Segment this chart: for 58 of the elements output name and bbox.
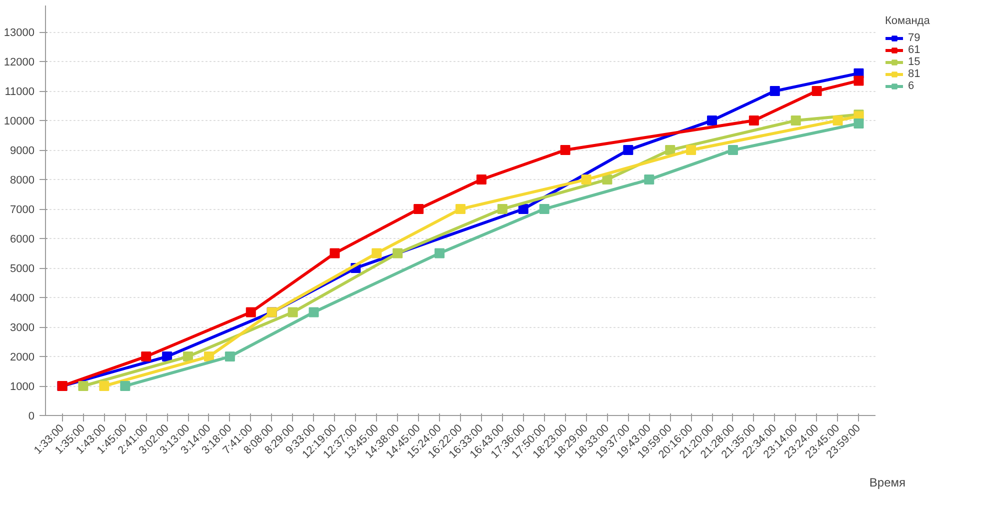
point [204, 352, 214, 362]
y-tick-label: 9000 [10, 145, 35, 158]
point [539, 204, 550, 214]
legend-label: 6 [908, 80, 916, 92]
legend-label: 61 [908, 44, 922, 56]
point [602, 174, 612, 185]
y-tick-label: 8000 [10, 174, 35, 187]
point [141, 352, 152, 362]
y-tick-label: 4000 [10, 292, 35, 305]
y-tick-label: 13000 [4, 27, 35, 40]
point [78, 381, 88, 392]
point [456, 204, 466, 214]
point [623, 145, 634, 156]
point [518, 204, 528, 214]
point [414, 204, 424, 214]
y-tick-label: 11000 [4, 86, 35, 98]
y-tick-label: 5000 [10, 263, 35, 276]
point [854, 76, 864, 86]
point [288, 307, 298, 318]
y-tick-label: 2000 [10, 352, 35, 364]
point [497, 204, 508, 214]
point [476, 174, 486, 185]
point [790, 116, 801, 126]
point [748, 116, 759, 126]
point [832, 116, 843, 126]
point [665, 145, 676, 156]
y-tick-label: 7000 [10, 204, 35, 216]
point [330, 248, 340, 258]
point [560, 145, 570, 156]
legend-label: 15 [908, 56, 922, 68]
point [707, 116, 718, 126]
legend-title: Команда [885, 15, 930, 27]
point [686, 145, 696, 156]
point [644, 174, 654, 185]
point [392, 248, 403, 258]
point [581, 174, 592, 185]
point [854, 118, 864, 128]
point [162, 352, 172, 362]
legend-label: 81 [908, 68, 922, 80]
point [372, 248, 382, 258]
point [308, 307, 319, 318]
point [99, 381, 110, 392]
point [120, 381, 130, 392]
point [183, 352, 194, 362]
y-tick-label: 6000 [10, 234, 35, 246]
legend-label: 79 [908, 32, 922, 44]
x-axis-title: Время [869, 476, 906, 490]
point [812, 86, 822, 96]
y-tick-label: 0 [28, 410, 35, 422]
y-tick-label: 3000 [10, 322, 35, 334]
point [770, 86, 780, 96]
point [224, 352, 235, 362]
point [246, 307, 256, 318]
y-tick-label: 10000 [4, 116, 35, 128]
point [728, 145, 738, 156]
y-tick-label: 1000 [10, 381, 35, 394]
point [434, 248, 445, 258]
y-tick-label: 12000 [4, 56, 35, 69]
